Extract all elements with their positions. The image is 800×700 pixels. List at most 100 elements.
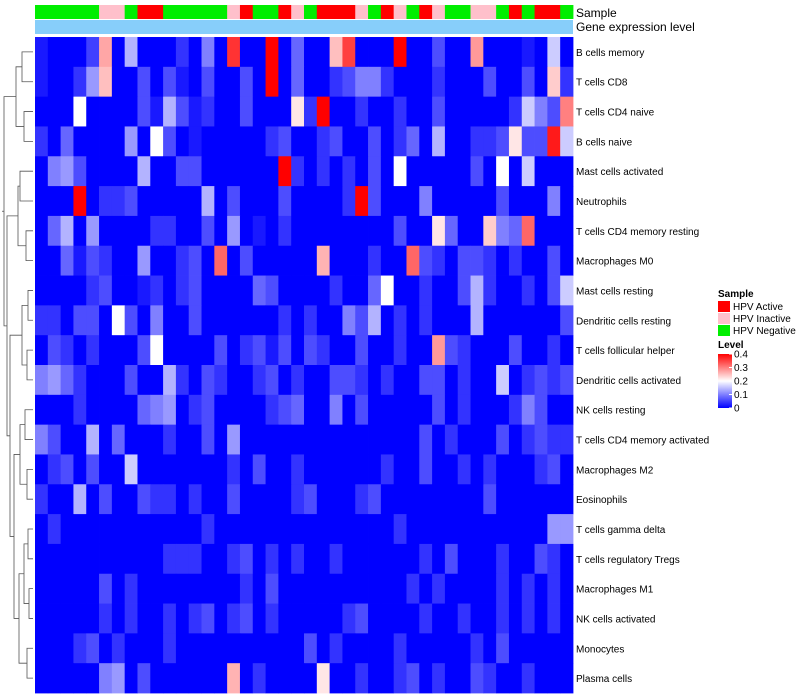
heatmap-cell (86, 454, 100, 485)
sample-annotation-cell (380, 5, 395, 19)
heatmap-cell (227, 484, 241, 515)
heatmap-cell (137, 156, 151, 187)
heatmap-cell (393, 305, 407, 336)
heatmap-cell (547, 66, 561, 98)
heatmap-cell (329, 66, 343, 98)
heatmap-cell (278, 66, 292, 98)
heatmap-cell (73, 633, 87, 664)
heatmap-cell (316, 156, 331, 187)
heatmap-cell (99, 365, 113, 396)
heatmap-cell (406, 424, 420, 455)
heatmap-cell (291, 96, 305, 127)
heatmap-cell (560, 394, 574, 426)
heatmap-cell (278, 394, 292, 426)
heatmap-cell (188, 424, 202, 455)
heatmap-cell (496, 424, 510, 455)
heatmap-cell (380, 663, 395, 694)
heatmap-cell (355, 186, 369, 217)
sample-annotation-cell (150, 5, 164, 19)
heatmap-cell (483, 126, 497, 157)
heatmap-cell (201, 454, 215, 485)
heatmap-cell (163, 245, 177, 276)
heatmap-cell (73, 245, 87, 276)
heatmap-cell (432, 633, 446, 664)
heatmap-cell (137, 37, 151, 68)
heatmap-cell (547, 126, 561, 157)
heatmap-cell (432, 365, 446, 396)
heatmap-cell (124, 245, 138, 276)
heatmap-cell (201, 275, 215, 306)
heatmap-cell (239, 454, 254, 485)
heatmap-cell (252, 305, 266, 336)
heatmap-cell (432, 394, 446, 426)
heatmap-cell (150, 454, 164, 485)
heatmap-cell (432, 245, 446, 276)
heatmap-cell (380, 275, 395, 306)
heatmap-cell (355, 126, 369, 157)
heatmap-cell (393, 96, 407, 127)
heatmap-cell (368, 603, 382, 634)
heatmap-cell (547, 215, 561, 247)
heatmap-cell (457, 66, 471, 98)
heatmap-cell (278, 633, 292, 664)
heatmap-cell (35, 424, 49, 455)
dendrogram-link (26, 468, 33, 500)
heatmap-cell (188, 215, 202, 247)
sample-annotation-cell (432, 5, 446, 19)
heatmap-cell (355, 424, 369, 455)
heatmap-cell (214, 633, 228, 664)
heatmap-cell (342, 126, 356, 157)
heatmap-cell (35, 37, 49, 68)
heatmap-cell (483, 543, 497, 575)
heatmap-cell (278, 186, 292, 217)
heatmap-cell (355, 543, 369, 575)
heatmap-cell (534, 245, 548, 276)
heatmap-cell (111, 335, 126, 366)
heatmap-cell (227, 365, 241, 396)
heatmap-cell (457, 126, 471, 157)
row-label: Mast cells activated (576, 167, 663, 178)
sample-annotation-cell (355, 5, 369, 19)
heatmap-cell (60, 424, 74, 455)
heatmap-cell (150, 66, 164, 98)
heatmap-cell (214, 603, 228, 634)
heatmap-cell (124, 663, 138, 694)
heatmap-cell (470, 156, 484, 187)
heatmap-cell (60, 305, 74, 336)
heatmap-cell (99, 335, 113, 366)
heatmap-cell (534, 603, 548, 634)
heatmap-cell (214, 663, 228, 694)
heatmap-cell (342, 37, 356, 68)
heatmap-cell (214, 365, 228, 396)
heatmap-cell (380, 245, 395, 276)
heatmap-cell (470, 215, 484, 247)
sample-annotation-cell (47, 5, 62, 19)
heatmap-cell (239, 215, 254, 247)
heatmap-cell (496, 633, 510, 664)
heatmap-cell (73, 305, 87, 336)
heatmap-cell (60, 543, 74, 575)
heatmap-cell (444, 543, 459, 575)
heatmap-cell (47, 305, 62, 336)
heatmap-cell (188, 275, 202, 306)
heatmap-cell (214, 484, 228, 515)
heatmap-cell (393, 215, 407, 247)
heatmap-cell (355, 245, 369, 276)
heatmap-cell (252, 603, 266, 634)
heatmap-cell (368, 275, 382, 306)
sample-annotation-cell (470, 5, 484, 19)
heatmap-cell (304, 424, 318, 455)
heatmap-cell (99, 186, 113, 217)
heatmap-cell (60, 66, 74, 98)
heatmap-cell (188, 66, 202, 98)
heatmap-cell (124, 543, 138, 575)
heatmap-cell (355, 603, 369, 634)
sample-annotation-cell (239, 5, 254, 19)
heatmap-cell (316, 454, 331, 485)
heatmap-cell (457, 37, 471, 68)
heatmap-cell (470, 484, 484, 515)
row-label: B cells memory (576, 48, 644, 59)
heatmap-cell (278, 156, 292, 187)
heatmap-cell (111, 424, 126, 455)
heatmap-cell (444, 633, 459, 664)
